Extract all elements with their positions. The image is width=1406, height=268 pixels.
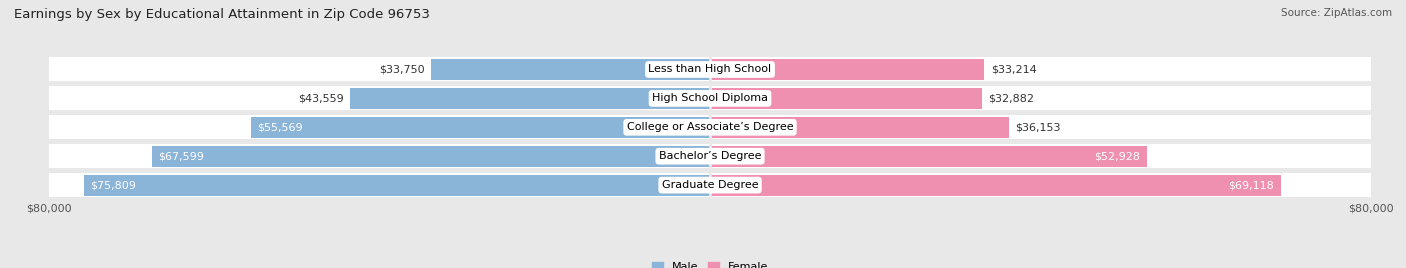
- Bar: [432, 59, 710, 80]
- Text: College or Associate’s Degree: College or Associate’s Degree: [627, 122, 793, 132]
- Text: Source: ZipAtlas.com: Source: ZipAtlas.com: [1281, 8, 1392, 18]
- Bar: [49, 115, 1371, 139]
- Bar: [710, 59, 984, 80]
- Bar: [350, 88, 710, 109]
- Text: $55,569: $55,569: [257, 122, 304, 132]
- Bar: [49, 86, 1371, 110]
- Text: High School Diploma: High School Diploma: [652, 94, 768, 103]
- Bar: [710, 117, 1008, 138]
- Text: $52,928: $52,928: [1095, 151, 1140, 161]
- Text: Graduate Degree: Graduate Degree: [662, 180, 758, 190]
- Text: $43,559: $43,559: [298, 94, 343, 103]
- Text: Bachelor’s Degree: Bachelor’s Degree: [659, 151, 761, 161]
- Bar: [710, 88, 981, 109]
- Text: $69,118: $69,118: [1229, 180, 1274, 190]
- Bar: [710, 146, 1147, 167]
- Bar: [84, 175, 710, 196]
- Legend: Male, Female: Male, Female: [652, 262, 768, 268]
- Text: $32,882: $32,882: [988, 94, 1035, 103]
- Bar: [49, 144, 1371, 168]
- Bar: [252, 117, 710, 138]
- Text: $36,153: $36,153: [1015, 122, 1060, 132]
- Text: $33,750: $33,750: [380, 65, 425, 75]
- Text: $67,599: $67,599: [159, 151, 204, 161]
- Text: Less than High School: Less than High School: [648, 65, 772, 75]
- Text: $33,214: $33,214: [991, 65, 1036, 75]
- Text: Earnings by Sex by Educational Attainment in Zip Code 96753: Earnings by Sex by Educational Attainmen…: [14, 8, 430, 21]
- Bar: [49, 57, 1371, 82]
- Bar: [152, 146, 710, 167]
- Bar: [710, 175, 1281, 196]
- Bar: [49, 173, 1371, 197]
- Text: $75,809: $75,809: [90, 180, 136, 190]
